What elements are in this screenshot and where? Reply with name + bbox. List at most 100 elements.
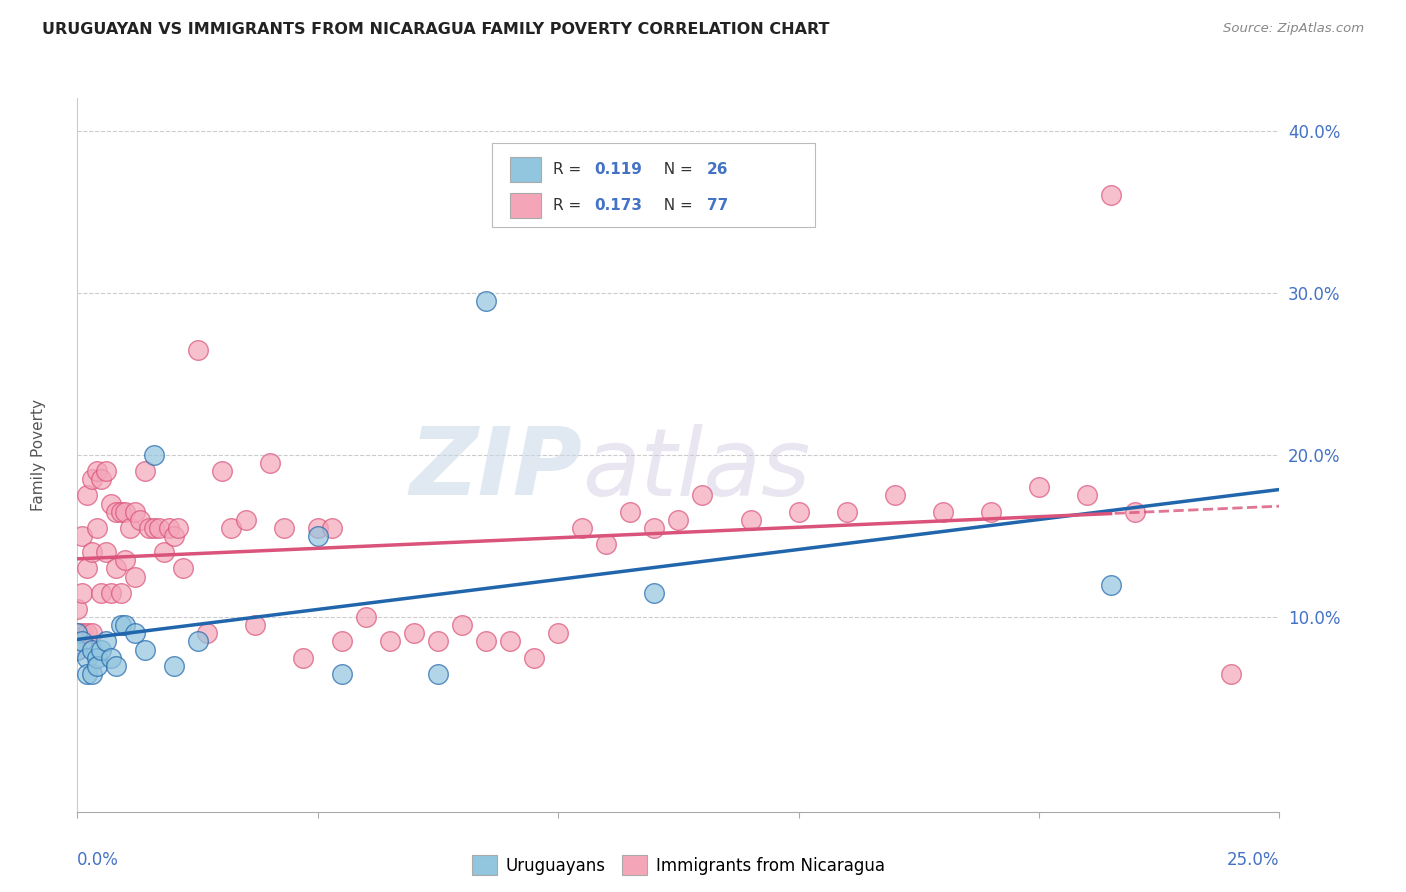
- Point: [143, 448, 166, 462]
- Point: [86, 650, 108, 665]
- Point: [134, 464, 156, 478]
- Text: 0.173: 0.173: [595, 198, 643, 212]
- Point: [172, 561, 194, 575]
- Point: [120, 521, 142, 535]
- Point: [523, 650, 546, 665]
- Point: [378, 634, 401, 648]
- Point: [70, 586, 93, 600]
- Point: [883, 488, 905, 502]
- Point: [80, 472, 103, 486]
- Text: Source: ZipAtlas.com: Source: ZipAtlas.com: [1223, 22, 1364, 36]
- Point: [475, 634, 498, 648]
- Point: [932, 505, 955, 519]
- Point: [96, 464, 118, 478]
- Point: [80, 626, 103, 640]
- Text: R =: R =: [553, 162, 586, 177]
- Point: [692, 488, 714, 502]
- Point: [90, 586, 112, 600]
- Point: [96, 545, 118, 559]
- Point: [259, 456, 281, 470]
- Point: [167, 521, 190, 535]
- Point: [100, 650, 122, 665]
- Point: [104, 505, 127, 519]
- Point: [1099, 188, 1122, 202]
- Point: [114, 618, 136, 632]
- Legend: Uruguayans, Immigrants from Nicaragua: Uruguayans, Immigrants from Nicaragua: [465, 848, 891, 882]
- Point: [100, 497, 122, 511]
- Point: [427, 666, 450, 681]
- Point: [90, 472, 112, 486]
- Point: [76, 666, 98, 681]
- Point: [475, 293, 498, 308]
- Point: [134, 642, 156, 657]
- Point: [292, 650, 315, 665]
- Point: [245, 618, 267, 632]
- Point: [66, 642, 89, 657]
- Point: [740, 513, 762, 527]
- Text: 26: 26: [707, 162, 728, 177]
- Point: [86, 521, 108, 535]
- Text: R =: R =: [553, 198, 586, 212]
- Point: [80, 666, 103, 681]
- Point: [138, 521, 160, 535]
- Point: [162, 529, 184, 543]
- Text: atlas: atlas: [582, 424, 810, 515]
- Point: [980, 505, 1002, 519]
- Point: [66, 642, 89, 657]
- Point: [787, 505, 810, 519]
- Point: [1220, 666, 1243, 681]
- Point: [86, 464, 108, 478]
- Point: [76, 561, 98, 575]
- Point: [114, 553, 136, 567]
- Point: [427, 634, 450, 648]
- Point: [595, 537, 617, 551]
- Text: URUGUAYAN VS IMMIGRANTS FROM NICARAGUA FAMILY POVERTY CORRELATION CHART: URUGUAYAN VS IMMIGRANTS FROM NICARAGUA F…: [42, 22, 830, 37]
- Point: [354, 610, 377, 624]
- Point: [66, 626, 89, 640]
- Point: [66, 602, 89, 616]
- Text: Family Poverty: Family Poverty: [31, 399, 46, 511]
- Point: [76, 626, 98, 640]
- Point: [1123, 505, 1146, 519]
- Point: [110, 505, 132, 519]
- Point: [571, 521, 593, 535]
- Point: [70, 529, 93, 543]
- Point: [307, 521, 329, 535]
- Point: [307, 529, 329, 543]
- Point: [402, 626, 425, 640]
- Point: [124, 626, 146, 640]
- Point: [643, 521, 665, 535]
- Point: [148, 521, 170, 535]
- Point: [187, 634, 209, 648]
- Text: 77: 77: [707, 198, 728, 212]
- Point: [66, 626, 89, 640]
- Point: [1028, 480, 1050, 494]
- Point: [90, 642, 112, 657]
- Point: [110, 586, 132, 600]
- Point: [547, 626, 569, 640]
- Point: [80, 545, 103, 559]
- Point: [128, 513, 150, 527]
- Point: [187, 343, 209, 357]
- Point: [195, 626, 218, 640]
- Point: [211, 464, 233, 478]
- Point: [219, 521, 242, 535]
- Text: N =: N =: [654, 198, 697, 212]
- Point: [100, 586, 122, 600]
- Point: [619, 505, 641, 519]
- Point: [114, 505, 136, 519]
- Point: [235, 513, 257, 527]
- Point: [76, 650, 98, 665]
- Point: [668, 513, 690, 527]
- Point: [321, 521, 343, 535]
- Point: [1099, 577, 1122, 591]
- Point: [157, 521, 180, 535]
- Point: [330, 634, 353, 648]
- Point: [70, 634, 93, 648]
- Point: [70, 626, 93, 640]
- Point: [330, 666, 353, 681]
- Point: [124, 505, 146, 519]
- Text: 0.0%: 0.0%: [77, 851, 120, 869]
- Point: [104, 658, 127, 673]
- Point: [104, 561, 127, 575]
